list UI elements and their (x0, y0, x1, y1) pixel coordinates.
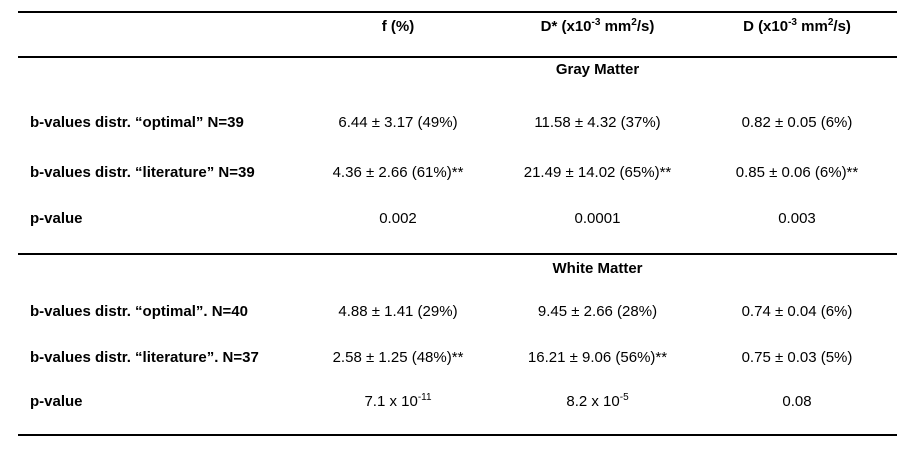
table-row-wm-literature: b-values distr. “literature”. N=37 2.58 … (18, 345, 897, 369)
table-header-row: f (%) D* (x10-3 mm2/s) D (x10-3 mm2/s) (18, 14, 897, 38)
table-row-wm-pvalue: p-value 7.1 x 10-11 8.2 x 10-5 0.08 (18, 389, 897, 413)
cell-d: 0.003 (778, 209, 816, 227)
section-title-gray-matter: Gray Matter (555, 61, 640, 78)
cell-dstar: 8.2 x 10-5 (566, 391, 629, 410)
row-label: b-values distr. “optimal”. N=40 (30, 302, 248, 320)
table-rule-top (18, 11, 897, 13)
column-header-d: D (x10-3 mm2/s) (743, 16, 851, 35)
row-label: p-value (30, 209, 83, 227)
cell-d: 0.85 ± 0.06 (6%)** (735, 163, 859, 181)
row-label: b-values distr. “optimal” N=39 (30, 113, 244, 131)
cell-dstar: 11.58 ± 4.32 (37%) (534, 113, 661, 131)
cell-f: 4.36 ± 2.66 (61%)** (332, 163, 464, 181)
cell-f: 7.1 x 10-11 (364, 391, 432, 410)
table-row-gm-pvalue: p-value 0.002 0.0001 0.003 (18, 206, 897, 230)
cell-d: 0.75 ± 0.03 (5%) (741, 348, 853, 366)
cell-f: 2.58 ± 1.25 (48%)** (332, 348, 464, 366)
row-label: b-values distr. “literature”. N=37 (30, 348, 259, 366)
table-row-gm-literature: b-values distr. “literature” N=39 4.36 ±… (18, 160, 897, 184)
cell-d: 0.08 (782, 392, 812, 410)
cell-d: 0.82 ± 0.05 (6%) (741, 113, 853, 131)
cell-dstar: 21.49 ± 14.02 (65%)** (523, 163, 672, 181)
cell-dstar: 16.21 ± 9.06 (56%)** (527, 348, 668, 366)
cell-dstar: 0.0001 (574, 209, 621, 227)
cell-dstar: 9.45 ± 2.66 (28%) (537, 302, 658, 320)
table-rule-bottom (18, 434, 897, 436)
cell-d: 0.74 ± 0.04 (6%) (741, 302, 853, 320)
column-header-f: f (%) (381, 17, 415, 35)
cell-f: 4.88 ± 1.41 (29%) (338, 302, 458, 320)
section-title-white-matter: White Matter (552, 260, 643, 277)
cell-f: 6.44 ± 3.17 (49%) (338, 113, 458, 131)
cell-f: 0.002 (379, 209, 417, 227)
row-label: b-values distr. “literature” N=39 (30, 163, 255, 181)
column-header-dstar: D* (x10-3 mm2/s) (540, 16, 655, 35)
table-row-wm-optimal: b-values distr. “optimal”. N=40 4.88 ± 1… (18, 299, 897, 323)
table-rule-section (18, 253, 897, 255)
table-row-gm-optimal: b-values distr. “optimal” N=39 6.44 ± 3.… (18, 110, 897, 134)
row-label: p-value (30, 392, 83, 410)
table-rule-header (18, 56, 897, 58)
